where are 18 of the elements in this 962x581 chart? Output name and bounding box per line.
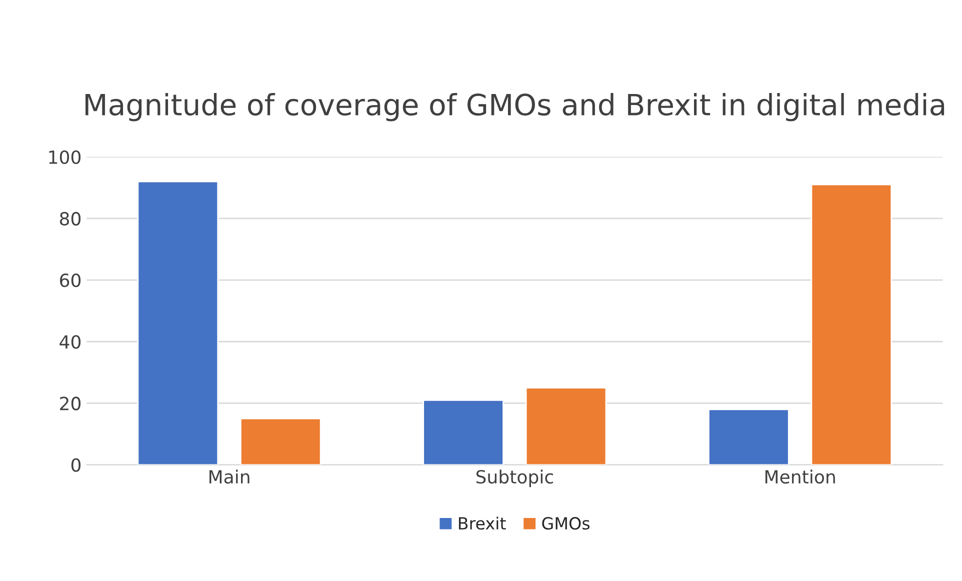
x-tick-label: Subtopic	[476, 470, 553, 488]
chart-title: Magnitude of coverage of GMOs and Brexit in digital media	[86, 93, 944, 122]
x-tick-label: Main	[209, 470, 250, 484]
bar	[810, 184, 892, 465]
y-tick-label: 100	[49, 150, 81, 164]
bar	[240, 418, 322, 465]
legend-label: Brexit	[458, 516, 506, 530]
y-tick-label: 40	[60, 335, 81, 349]
bar	[422, 399, 504, 465]
bar	[525, 387, 607, 465]
bar	[137, 180, 219, 465]
y-tick-label: 0	[71, 458, 81, 472]
bar	[708, 408, 790, 465]
y-tick-label: 20	[60, 396, 81, 410]
y-tick-label: 60	[60, 274, 81, 288]
y-tick-label: 80	[60, 212, 81, 226]
legend-label: GMOs	[542, 517, 590, 530]
x-tick-label: Mention	[765, 470, 835, 484]
